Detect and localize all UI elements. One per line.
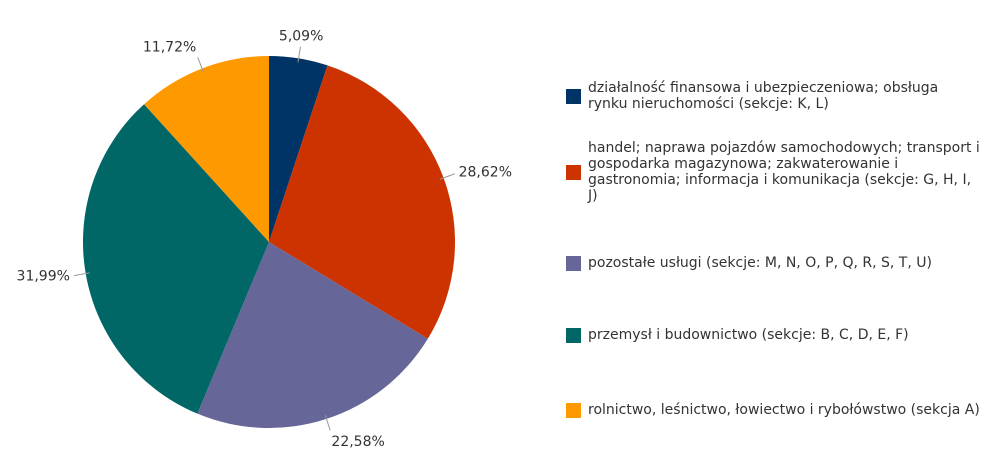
- data-label: 5,09%: [279, 29, 323, 45]
- legend-item: przemysł i budownictwo (sekcje: B, C, D,…: [566, 327, 981, 343]
- legend-item: rolnictwo, leśnictwo, łowiectwo i rybołó…: [566, 402, 981, 418]
- legend-item: handel; naprawa pojazdów samochodowych; …: [566, 140, 981, 204]
- data-label: 22,58%: [331, 434, 384, 450]
- legend-label: działalność finansowa i ubezpieczeniowa;…: [588, 80, 939, 112]
- legend-item: działalność finansowa i ubezpieczeniowa;…: [566, 80, 981, 112]
- legend-label: handel; naprawa pojazdów samochodowych; …: [588, 140, 980, 204]
- pie-slice: [269, 65, 455, 339]
- legend-label: pozostałe usługi (sekcje: M, N, O, P, Q,…: [588, 255, 932, 271]
- pie-slice: [269, 56, 328, 242]
- legend-item: pozostałe usługi (sekcje: M, N, O, P, Q,…: [566, 255, 981, 271]
- pie-slice: [82, 104, 269, 414]
- data-label: 28,62%: [459, 164, 512, 180]
- legend-swatch: [566, 402, 581, 418]
- legend-label: przemysł i budownictwo (sekcje: B, C, D,…: [588, 327, 909, 343]
- legend-swatch: [566, 164, 581, 180]
- legend-label: rolnictwo, leśnictwo, łowiectwo i rybołó…: [588, 402, 980, 418]
- leader-line: [439, 173, 456, 180]
- data-label: 11,72%: [143, 40, 196, 56]
- leader-line: [324, 414, 331, 431]
- legend-swatch: [566, 255, 581, 271]
- leader-line: [73, 272, 90, 277]
- leader-line: [297, 46, 302, 63]
- leader-line: [197, 57, 204, 73]
- pie-slice: [197, 242, 428, 429]
- legend-swatch: [566, 88, 581, 104]
- pie-slice: [144, 56, 269, 242]
- data-label: 31,99%: [17, 268, 70, 284]
- legend-swatch: [566, 327, 581, 343]
